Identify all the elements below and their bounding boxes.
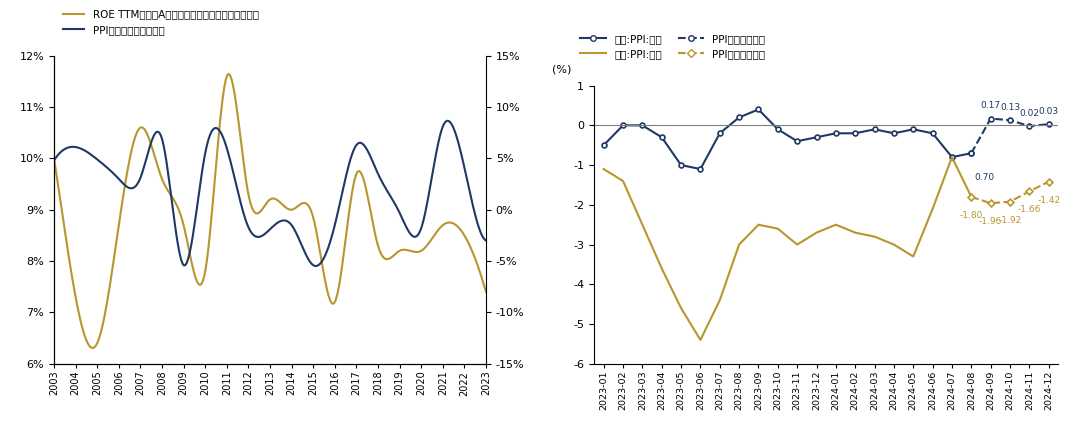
Legend: 中国:PPI:环比, 中国:PPI:同比, PPI环比：预测值, PPI同比：预测值: 中国:PPI:环比, 中国:PPI:同比, PPI环比：预测值, PPI同比：预…: [576, 30, 769, 63]
Text: (%): (%): [552, 65, 571, 74]
Legend: ROE TTM：全部A股（剔除金融石油石化）（左轴）, PPI同比：年度（右轴）: ROE TTM：全部A股（剔除金融石油石化）（左轴）, PPI同比：年度（右轴）: [59, 6, 262, 39]
Text: -1.96: -1.96: [978, 217, 1002, 226]
Text: -1.92: -1.92: [998, 216, 1022, 225]
Text: 0.03: 0.03: [1039, 107, 1058, 116]
Text: -1.42: -1.42: [1037, 196, 1061, 205]
Text: 0.70: 0.70: [974, 172, 995, 181]
Text: 0.13: 0.13: [1000, 103, 1021, 112]
Text: -1.80: -1.80: [960, 211, 983, 220]
Text: 0.02: 0.02: [1020, 109, 1039, 118]
Text: 0.17: 0.17: [981, 101, 1001, 110]
Text: -1.66: -1.66: [1017, 205, 1041, 214]
